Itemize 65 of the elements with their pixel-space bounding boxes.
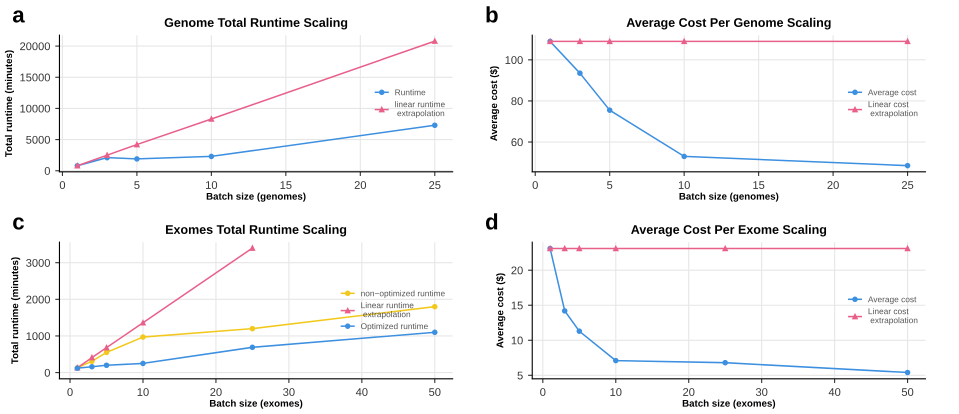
x-tick-label: 25 [902, 181, 914, 189]
legend-label: Linear cost extrapolation [868, 101, 918, 118]
x-tick-label: 50 [902, 388, 914, 396]
x-axis-title: Batch size (exomes) [210, 400, 302, 409]
legend-label: Average cost [868, 296, 916, 304]
x-tick-label: 5 [607, 181, 612, 189]
text: b [486, 6, 498, 23]
y-axis-title: Average cost ($) [496, 273, 506, 348]
chart-title: Exomes Total Runtime Scaling [166, 224, 346, 237]
chart-title: Genome Total Runtime Scaling [164, 18, 348, 30]
x-tick-label: 30 [756, 388, 768, 396]
y-tick-label: 10000 [20, 104, 50, 113]
x-tick-label: 0 [532, 181, 538, 189]
x-tick-label: 10 [138, 388, 149, 396]
y-axis-title: Average cost ($) [490, 66, 500, 141]
text: d [486, 213, 498, 230]
x-tick-label: 20 [827, 181, 839, 189]
x-tick-label: 40 [356, 388, 368, 396]
legend-label: non−optimized runtime [361, 290, 445, 298]
y-tick-label: 5 [517, 372, 523, 380]
x-tick-label: 0 [60, 181, 66, 189]
x-tick-label: 10 [678, 181, 690, 189]
x-tick-label: 20 [683, 388, 694, 396]
text: c [13, 217, 24, 230]
y-tick-label: 80 [511, 97, 523, 106]
y-tick-label: 2000 [26, 296, 50, 304]
x-tick-label: 15 [753, 181, 764, 189]
x-tick-label: 30 [283, 388, 295, 396]
y-tick-label: 5000 [26, 136, 50, 144]
y-tick-label: 1000 [26, 332, 50, 340]
x-axis-title: Batch size (genomes) [680, 192, 778, 202]
y-tick-label: 20000 [20, 42, 50, 50]
y-tick-label: 60 [511, 138, 523, 146]
legend-label: Linear cost extrapolation [868, 308, 918, 325]
x-tick-label: 10 [610, 388, 622, 396]
y-tick-label: 10 [512, 336, 523, 344]
legend-label: Average cost [868, 89, 916, 97]
x-tick-label: 5 [134, 181, 140, 189]
x-tick-label: 20 [210, 388, 222, 396]
y-axis-title: Total runtime (minutes) [11, 257, 20, 364]
legend-label: Optimized runtime [361, 323, 428, 331]
x-tick-label: 40 [828, 388, 840, 396]
text: a [12, 10, 25, 23]
x-tick-label: 10 [206, 181, 218, 189]
y-tick-label: 3000 [26, 258, 50, 267]
x-tick-label: 20 [354, 181, 366, 189]
y-tick-label: 20 [511, 266, 523, 274]
chart-title: Average Cost Per Genome Scaling [626, 18, 831, 30]
y-axis-title: Total runtime (minutes) [4, 50, 14, 158]
x-axis-title: Batch size (exomes) [682, 400, 776, 409]
x-tick-label: 0 [67, 388, 73, 396]
y-tick-label: 0 [44, 167, 50, 175]
legend-label: Runtime [395, 89, 426, 96]
legend-label: Linear runtime extrapolation [361, 302, 414, 319]
y-tick-label: 100 [506, 56, 523, 64]
x-tick-label: 15 [280, 181, 292, 189]
legend-label: linear runtime extrapolation [395, 101, 445, 118]
x-axis-title: Batch size (genomes) [206, 192, 306, 202]
y-tick-label: 15000 [20, 74, 50, 82]
chart-title: Average Cost Per Exome Scaling [631, 224, 826, 237]
y-tick-label: 15 [512, 302, 523, 310]
x-tick-label: 0 [540, 388, 546, 396]
x-tick-label: 25 [429, 181, 440, 189]
x-tick-label: 50 [429, 388, 441, 396]
y-tick-label: 0 [44, 368, 50, 377]
